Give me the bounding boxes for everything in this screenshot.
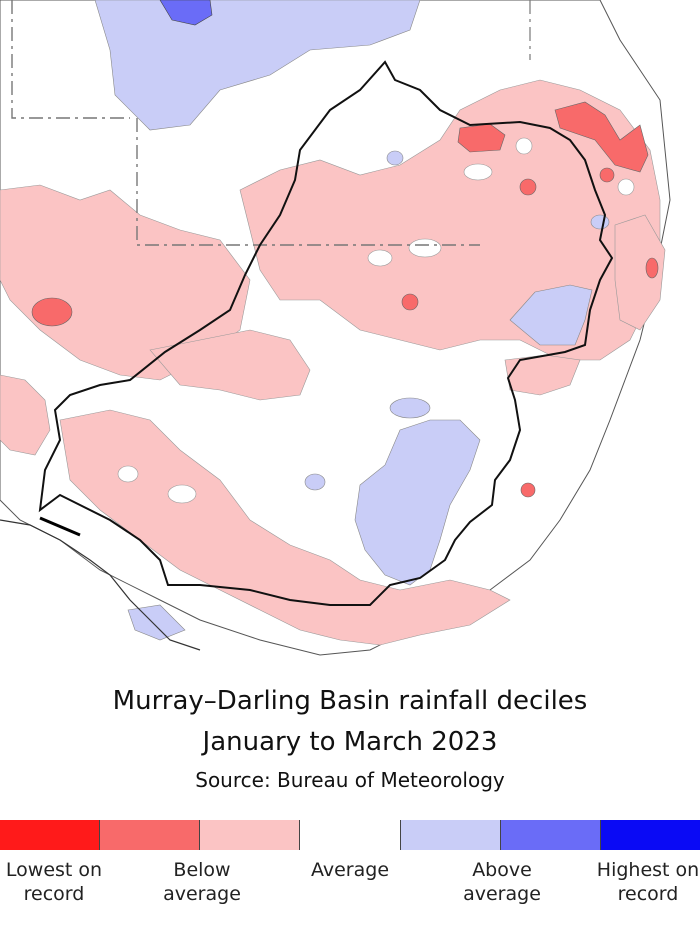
state-border — [136, 118, 480, 246]
rainfall-decile-map — [0, 0, 671, 656]
much-above-patch — [159, 0, 213, 26]
legend-swatch-very-much-above — [499, 820, 600, 850]
legend-label-above: Above average — [463, 859, 541, 905]
above-average-patch — [590, 214, 610, 230]
legend-swatch-above — [399, 820, 500, 850]
below-average-region-west — [0, 184, 251, 381]
much-below-patch — [519, 178, 537, 196]
much-below-patch — [520, 482, 536, 498]
average-patch — [367, 249, 393, 267]
average-patch — [617, 178, 635, 196]
below-average-region-central — [149, 329, 311, 401]
map-subtitle: January to March 2023 — [202, 727, 498, 757]
source-credit: Source: Bureau of Meteorology — [195, 768, 505, 792]
above-average-region-north — [94, 0, 421, 131]
legend-label-lowest: Lowest on record — [5, 859, 103, 905]
map-title: Murray–Darling Basin rainfall deciles — [112, 686, 588, 716]
legend-labels: Lowest on record Below average Average A… — [0, 858, 700, 918]
above-average-region-south-west — [127, 604, 186, 641]
state-border — [11, 0, 130, 119]
legend-label-below: Below average — [163, 859, 241, 905]
basin-boundary — [38, 60, 614, 606]
much-below-patch — [645, 257, 659, 279]
above-average-patch — [386, 150, 404, 166]
legend-swatch-very-much-below — [99, 820, 200, 850]
legend-swatch-lowest — [0, 820, 100, 850]
legend-swatch-average — [299, 820, 400, 850]
coastline — [0, 519, 201, 651]
below-average-region-south — [59, 409, 511, 646]
above-average-region-central-east — [354, 419, 481, 586]
coastline — [39, 516, 81, 537]
much-below-patch — [401, 293, 419, 311]
much-below-patch — [554, 101, 649, 173]
average-patch — [463, 163, 493, 181]
legend-swatch-highest — [599, 820, 700, 850]
below-average-region-east-coast — [614, 214, 666, 331]
much-below-patch — [599, 167, 615, 183]
legend-label-average: Average — [310, 859, 390, 881]
much-below-patch — [31, 297, 73, 327]
above-average-patch — [389, 397, 431, 419]
average-patch — [408, 238, 442, 258]
above-average-patch — [304, 473, 326, 491]
below-average-region-sw — [0, 374, 51, 456]
legend-swatch-below — [199, 820, 300, 850]
average-patch — [515, 137, 533, 155]
average-patch — [117, 465, 139, 483]
legend-label-highest: Highest on record — [596, 859, 700, 905]
average-patch — [167, 484, 197, 504]
legend-color-bar — [0, 820, 700, 850]
above-average-region-east — [509, 284, 593, 346]
